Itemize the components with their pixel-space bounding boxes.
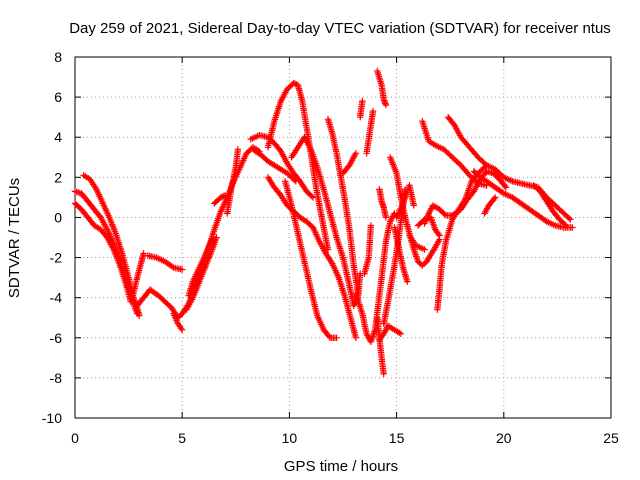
series-track-27 bbox=[374, 314, 387, 378]
series-markers bbox=[374, 67, 390, 109]
series-track-12 bbox=[224, 146, 242, 217]
series-track-32 bbox=[391, 224, 411, 285]
y-tick-label: 0 bbox=[54, 209, 62, 225]
x-tick-label: 0 bbox=[71, 430, 79, 446]
series-track-23 bbox=[357, 97, 366, 121]
series-track-33 bbox=[406, 232, 428, 253]
y-tick-label: -4 bbox=[50, 290, 63, 306]
x-tick-label: 5 bbox=[178, 430, 186, 446]
series-track-5 bbox=[129, 250, 147, 299]
series-markers bbox=[352, 210, 398, 345]
series-markers bbox=[393, 182, 417, 221]
x-axis-label: GPS time / hours bbox=[284, 458, 398, 475]
series-track-3 bbox=[80, 172, 143, 319]
series-markers bbox=[134, 286, 186, 321]
y-tick-label: 2 bbox=[54, 169, 62, 185]
x-tick-label: 10 bbox=[282, 430, 298, 446]
series-track-6 bbox=[144, 252, 186, 273]
y-tick-label: 8 bbox=[54, 49, 62, 65]
series-track-26 bbox=[376, 186, 390, 221]
series-track-9 bbox=[183, 234, 220, 313]
series-markers bbox=[281, 178, 340, 341]
series-markers bbox=[185, 236, 216, 299]
x-tick-label: 20 bbox=[496, 430, 512, 446]
series-track-7 bbox=[170, 310, 186, 333]
series-track-17 bbox=[281, 178, 340, 341]
series-markers bbox=[170, 310, 186, 333]
y-tick-label: 4 bbox=[54, 129, 62, 145]
y-tick-label: 6 bbox=[54, 89, 62, 105]
series-track-20 bbox=[339, 150, 360, 177]
series-markers bbox=[470, 168, 576, 231]
x-tick-label: 15 bbox=[389, 430, 405, 446]
series-track-37 bbox=[419, 118, 490, 189]
series-markers bbox=[339, 150, 360, 177]
series-track-14 bbox=[249, 146, 299, 185]
y-tick-label: -8 bbox=[50, 370, 63, 386]
y-tick-label: -2 bbox=[50, 250, 63, 266]
data-marks bbox=[71, 67, 576, 378]
chart-title: Day 259 of 2021, Sidereal Day-to-day VTE… bbox=[69, 20, 611, 37]
series-track-4 bbox=[134, 286, 186, 321]
series-markers bbox=[144, 252, 186, 273]
series-markers bbox=[249, 146, 299, 185]
series-track-2 bbox=[71, 200, 134, 305]
series-markers bbox=[211, 192, 229, 207]
y-axis-label: SDTVAR / TECUs bbox=[6, 178, 23, 298]
series-markers bbox=[376, 186, 390, 221]
series-markers bbox=[183, 234, 220, 313]
series-track-41 bbox=[530, 182, 570, 229]
x-tick-label: 25 bbox=[603, 430, 619, 446]
series-track-40 bbox=[481, 194, 499, 217]
series-track-25 bbox=[374, 67, 390, 109]
series-markers bbox=[419, 118, 490, 189]
series-markers bbox=[357, 97, 366, 121]
series-track-36 bbox=[434, 162, 490, 313]
plot-frame bbox=[74, 56, 612, 419]
y-tick-label: -6 bbox=[50, 330, 63, 346]
series-markers bbox=[481, 194, 499, 217]
series-track-21 bbox=[352, 210, 398, 345]
series-track-11 bbox=[211, 192, 229, 207]
series-markers bbox=[391, 224, 411, 285]
series-track-19 bbox=[324, 116, 362, 297]
series-markers bbox=[374, 314, 387, 378]
series-track-22 bbox=[361, 222, 375, 277]
series-markers bbox=[361, 222, 375, 277]
series-markers bbox=[363, 107, 377, 157]
series-markers bbox=[376, 322, 405, 343]
series-markers bbox=[224, 146, 242, 217]
series-markers bbox=[406, 232, 428, 253]
series-markers bbox=[80, 172, 143, 319]
series-markers bbox=[434, 162, 490, 313]
series-track-39 bbox=[470, 168, 576, 231]
series-markers bbox=[129, 250, 147, 299]
series-markers bbox=[71, 200, 134, 305]
series-track-24 bbox=[363, 107, 377, 157]
series-track-28 bbox=[376, 322, 405, 343]
series-markers bbox=[324, 116, 362, 297]
y-tick-label: -10 bbox=[42, 410, 62, 426]
series-track-31 bbox=[393, 182, 417, 221]
series-markers bbox=[530, 182, 570, 229]
series-track-10 bbox=[185, 236, 216, 299]
